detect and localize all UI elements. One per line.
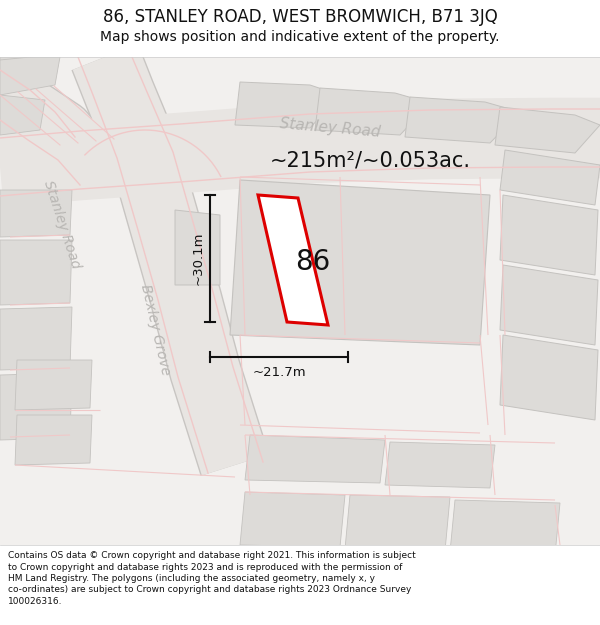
Text: ~215m²/~0.053ac.: ~215m²/~0.053ac.: [270, 150, 471, 170]
Polygon shape: [495, 107, 600, 153]
Polygon shape: [385, 442, 495, 488]
Polygon shape: [0, 95, 45, 135]
Text: Stanley Road: Stanley Road: [41, 179, 83, 271]
Polygon shape: [258, 195, 328, 325]
Text: 86: 86: [295, 248, 331, 276]
Polygon shape: [0, 307, 72, 370]
Polygon shape: [450, 500, 560, 555]
Text: Bexley Grove: Bexley Grove: [138, 283, 172, 377]
Polygon shape: [0, 57, 60, 95]
Polygon shape: [500, 195, 598, 275]
Text: ~21.7m: ~21.7m: [252, 366, 306, 379]
Text: Stanley Road: Stanley Road: [279, 116, 381, 140]
Polygon shape: [315, 88, 430, 135]
Polygon shape: [0, 240, 72, 305]
Text: 100026316.: 100026316.: [8, 597, 62, 606]
Bar: [0, 0, 600, 57]
Polygon shape: [15, 415, 92, 465]
Text: to Crown copyright and database rights 2023 and is reproduced with the permissio: to Crown copyright and database rights 2…: [8, 562, 403, 571]
Polygon shape: [500, 150, 600, 205]
Text: HM Land Registry. The polygons (including the associated geometry, namely x, y: HM Land Registry. The polygons (includin…: [8, 574, 375, 583]
Polygon shape: [245, 435, 385, 483]
Text: Contains OS data © Crown copyright and database right 2021. This information is : Contains OS data © Crown copyright and d…: [8, 551, 416, 560]
Polygon shape: [0, 40, 55, 60]
Polygon shape: [405, 97, 520, 143]
Polygon shape: [500, 335, 598, 420]
Polygon shape: [235, 82, 340, 128]
Bar: [0, 57, 600, 545]
Polygon shape: [345, 495, 450, 551]
Text: co-ordinates) are subject to Crown copyright and database rights 2023 Ordnance S: co-ordinates) are subject to Crown copyr…: [8, 586, 412, 594]
Polygon shape: [15, 360, 92, 410]
Polygon shape: [230, 180, 490, 345]
Text: Map shows position and indicative extent of the property.: Map shows position and indicative extent…: [100, 30, 500, 44]
Polygon shape: [0, 190, 72, 237]
Polygon shape: [240, 492, 345, 547]
Text: 86, STANLEY ROAD, WEST BROMWICH, B71 3JQ: 86, STANLEY ROAD, WEST BROMWICH, B71 3JQ: [103, 8, 497, 26]
Polygon shape: [175, 210, 220, 285]
Bar: [0, 545, 600, 625]
Text: ~30.1m: ~30.1m: [191, 232, 205, 285]
Polygon shape: [500, 265, 598, 345]
Polygon shape: [0, 373, 72, 440]
